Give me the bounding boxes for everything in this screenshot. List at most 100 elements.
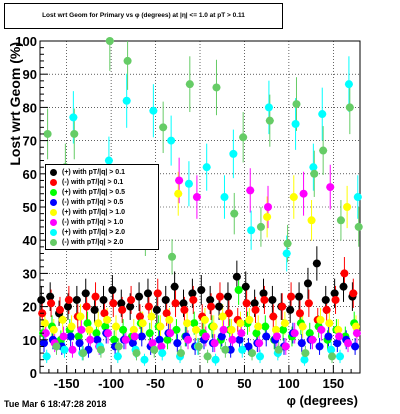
data-point	[114, 342, 123, 351]
data-point	[286, 305, 295, 314]
data-point	[259, 289, 268, 298]
legend-label: (-) with pT/|q| > 1.0	[62, 219, 124, 226]
data-point	[304, 299, 313, 308]
data-point	[290, 329, 299, 338]
data-point	[229, 149, 238, 158]
data-point	[147, 312, 156, 321]
data-point	[162, 309, 171, 318]
x-axis-ticks: -150 -100 -50 0 50 100 150	[39, 365, 361, 391]
legend-label: (+) with pT/|q| > 0.5	[62, 189, 126, 196]
data-point	[256, 352, 265, 361]
data-point	[268, 295, 277, 304]
data-point	[269, 312, 278, 321]
data-point	[123, 56, 132, 65]
data-point	[321, 295, 330, 304]
data-point	[93, 335, 102, 344]
data-point	[183, 319, 192, 328]
data-point	[179, 299, 188, 308]
y-tick-label: 60	[23, 167, 37, 182]
x-tick-label: 150	[322, 376, 344, 391]
data-point	[327, 345, 336, 354]
data-point	[239, 133, 248, 142]
data-point	[264, 203, 273, 211]
data-point	[46, 292, 55, 301]
data-point	[135, 292, 144, 301]
data-point	[256, 222, 265, 231]
y-tick-label: 30	[23, 266, 37, 281]
data-point	[336, 216, 345, 225]
data-point	[174, 189, 183, 198]
data-point	[58, 315, 67, 324]
data-point	[244, 342, 253, 351]
data-point	[55, 305, 64, 314]
data-point	[312, 259, 321, 268]
data-point	[171, 299, 180, 308]
data-point	[172, 325, 181, 334]
data-point	[334, 325, 343, 334]
data-point	[260, 295, 269, 304]
data-point	[41, 329, 50, 338]
data-point	[76, 312, 85, 321]
data-point	[121, 335, 130, 344]
data-point	[129, 325, 138, 334]
data-point	[94, 319, 103, 328]
data-point	[255, 339, 264, 348]
data-point	[250, 299, 259, 308]
legend-entry: (-) with pT/|q| > 2.0	[46, 238, 158, 248]
data-point	[219, 325, 228, 334]
x-tick-label: 0	[196, 376, 203, 391]
data-point	[280, 319, 289, 328]
data-point	[127, 295, 136, 304]
data-point	[145, 329, 154, 338]
data-point	[328, 352, 337, 361]
legend-entry: (+) with pT/|q| > 0.1	[46, 168, 158, 178]
y-tick-label: 50	[23, 200, 37, 215]
data-point	[310, 169, 319, 178]
x-tick-label: -50	[146, 376, 165, 391]
data-point	[192, 193, 201, 202]
legend-entry: (+) with pT/|q| > 2.0	[46, 228, 158, 238]
data-point	[66, 332, 75, 341]
data-point	[300, 355, 309, 364]
data-point	[100, 309, 109, 318]
data-point	[203, 352, 212, 361]
data-point	[298, 322, 307, 331]
data-point	[236, 319, 245, 328]
data-point	[68, 345, 77, 354]
data-point	[209, 322, 218, 331]
data-point	[150, 345, 159, 354]
data-point	[245, 315, 254, 324]
data-point	[192, 325, 201, 334]
data-point	[63, 302, 72, 311]
data-point	[352, 322, 361, 331]
data-point	[101, 322, 110, 331]
data-point	[252, 329, 261, 338]
data-point	[309, 163, 318, 172]
data-point	[315, 342, 324, 351]
y-tick-label: 10	[23, 333, 37, 348]
data-point	[74, 332, 83, 341]
y-tick-label: 20	[23, 300, 37, 315]
data-point	[110, 335, 119, 344]
data-point	[297, 339, 306, 348]
data-point	[77, 325, 86, 334]
data-point	[64, 295, 73, 304]
data-point	[326, 183, 335, 192]
legend-entry: (-) with pT/|q| > 1.0	[46, 218, 158, 228]
data-point	[92, 329, 101, 338]
data-point	[234, 286, 243, 294]
data-point	[109, 299, 118, 308]
data-point	[79, 349, 88, 358]
y-tick-label: 100	[15, 34, 37, 49]
data-point	[352, 329, 361, 338]
data-point	[206, 295, 215, 304]
data-point	[339, 282, 348, 291]
data-point	[165, 315, 174, 324]
data-point	[155, 335, 164, 344]
data-point	[333, 339, 342, 348]
legend-marker	[50, 239, 57, 246]
data-point	[60, 345, 69, 354]
data-point	[237, 329, 246, 338]
data-point	[325, 319, 334, 328]
data-point	[299, 189, 308, 198]
